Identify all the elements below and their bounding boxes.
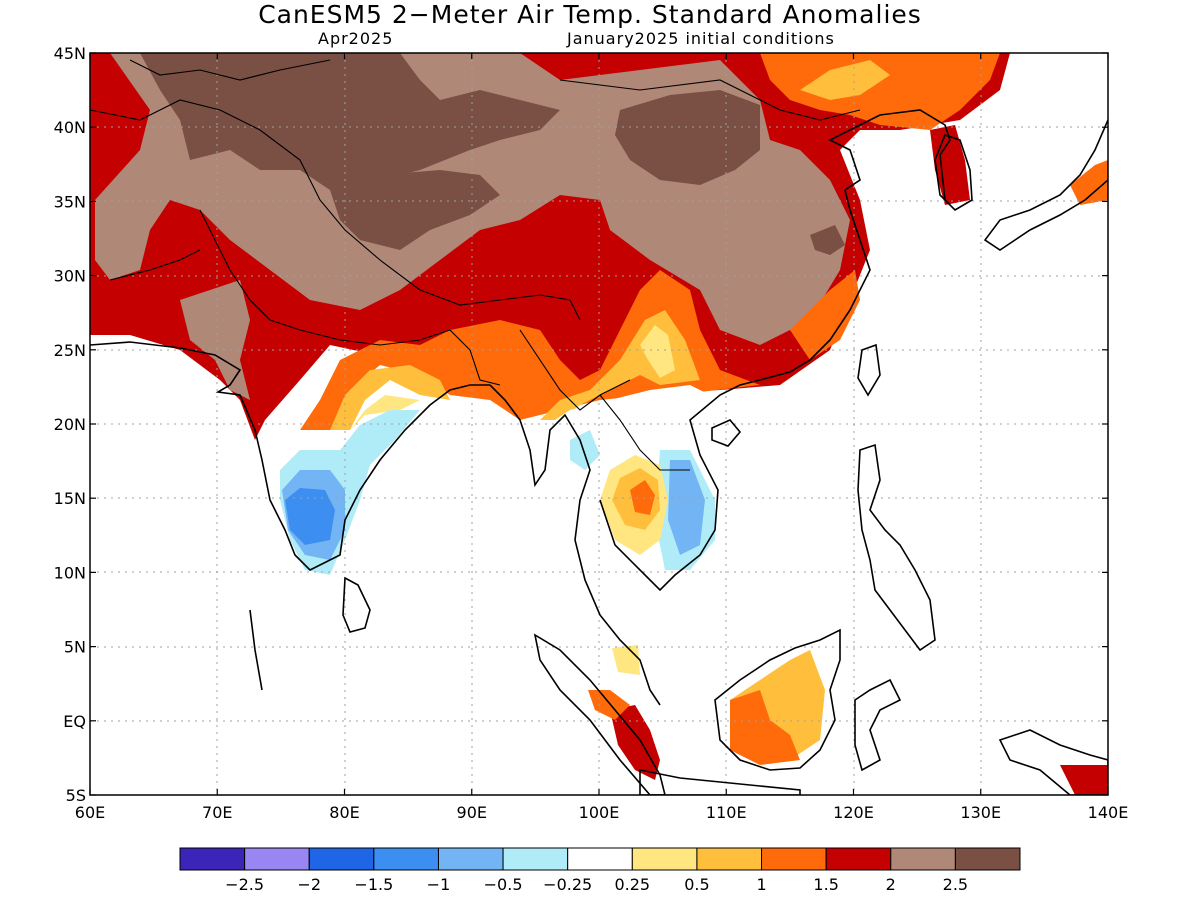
anomaly-region-1-1p5-coast [790,270,860,360]
legend-label: 1 [756,875,766,894]
lat-tick-label: 30N [54,267,86,286]
legend-swatch [308,847,375,871]
anomaly-region-1-1p5-ne [760,53,1000,130]
anomaly-region-gt2p5-mongolia [615,90,760,185]
lon-tick-label: 130E [960,803,1001,822]
legend-swatch [437,847,504,871]
legend-swatch [373,847,439,871]
init-conditions-label: January2025 initial conditions [567,29,835,48]
lon-tick-label: 80E [329,803,359,822]
legend-label: −2 [297,875,321,894]
anomaly-region-2-2p5-india [180,280,250,400]
legend-labels: −2.5 −2 −1.5 −1 −0.5 −0.25 0.25 0.5 1 1.5 2 2.5 [225,875,968,894]
lat-tick-label: 10N [54,563,86,582]
anomaly-region-korea-japan [1070,160,1108,205]
anomaly-region-newguinea-red [1060,765,1108,795]
lon-tick-label: 100E [579,803,620,822]
anomaly-field [90,53,1108,795]
longitude-labels: 60E 70E 80E 90E 100E 110E 120E 130E 140E [75,803,1129,822]
latitude-labels: 45N 40N 35N 30N 25N 20N 15N 10N 5N EQ 5S [54,44,86,805]
legend-label: −0.5 [484,875,523,894]
lon-tick-label: 110E [706,803,747,822]
legend-label: 1.5 [813,875,838,894]
anomaly-region-neg0p5-neg1-indochina [668,460,705,555]
legend-swatch [825,847,892,871]
legend-colorbar [179,847,1021,871]
legend-swatch [179,847,246,871]
anomaly-region-0p5-1-india [330,365,450,430]
grid-lines [90,53,1108,795]
legend-label: −2.5 [225,875,264,894]
anomaly-region-neg1-neg1p5-india [285,488,335,545]
legend-label: 0.25 [614,875,650,894]
anomaly-region-gt2p5-east [810,225,845,255]
anomaly-region-gt2p5-north [140,53,560,190]
legend-label: −1 [427,875,451,894]
legend-swatch [567,847,633,871]
legend-swatch [890,847,956,871]
lon-tick-label: 90E [457,803,487,822]
lat-tick-label: 35N [54,192,86,211]
axis-ticks [89,52,1109,796]
anomaly-region-korea-red [930,125,970,205]
lat-tick-label: 15N [54,489,86,508]
lat-tick-label: 45N [54,44,86,63]
lon-tick-label: 120E [833,803,874,822]
lon-tick-label: 140E [1088,803,1129,822]
coastlines [90,109,1108,795]
lat-tick-label: 40N [54,118,86,137]
lat-tick-label: 20N [54,415,86,434]
anomaly-region-borneo-orange [730,690,800,765]
legend-swatch [502,847,569,871]
legend-label: 0.5 [684,875,709,894]
lat-tick-label: 25N [54,341,86,360]
anomaly-region-sumatra-red [610,705,660,780]
anomaly-region-0p5-1-north [800,60,890,100]
lat-tick-label: 5S [66,786,86,805]
country-borders [90,59,861,471]
legend-label: −0.25 [543,875,592,894]
anomaly-region-1-1p5-south [300,270,760,430]
legend-label: 2 [886,875,896,894]
legend-swatch [761,847,827,871]
anomaly-region-warm-cambodia-peak [630,480,655,515]
legend-swatch [631,847,698,871]
legend-swatch [696,847,763,871]
legend-label: 2.5 [943,875,968,894]
legend-label: −1.5 [354,875,393,894]
lon-tick-label: 70E [202,803,232,822]
lon-tick-label: 60E [75,803,105,822]
anomaly-region-0p25-0p5-se [640,325,675,378]
legend-swatch [954,847,1021,871]
valid-month-label: Apr2025 [318,29,394,48]
lat-tick-label: 5N [64,638,86,657]
lat-tick-label: EQ [63,712,86,731]
anomaly-region-gt2p5-tibet [330,170,500,250]
map-title: CanESM5 2−Meter Air Temp. Standard Anoma… [258,0,922,29]
legend-swatch [244,847,310,871]
